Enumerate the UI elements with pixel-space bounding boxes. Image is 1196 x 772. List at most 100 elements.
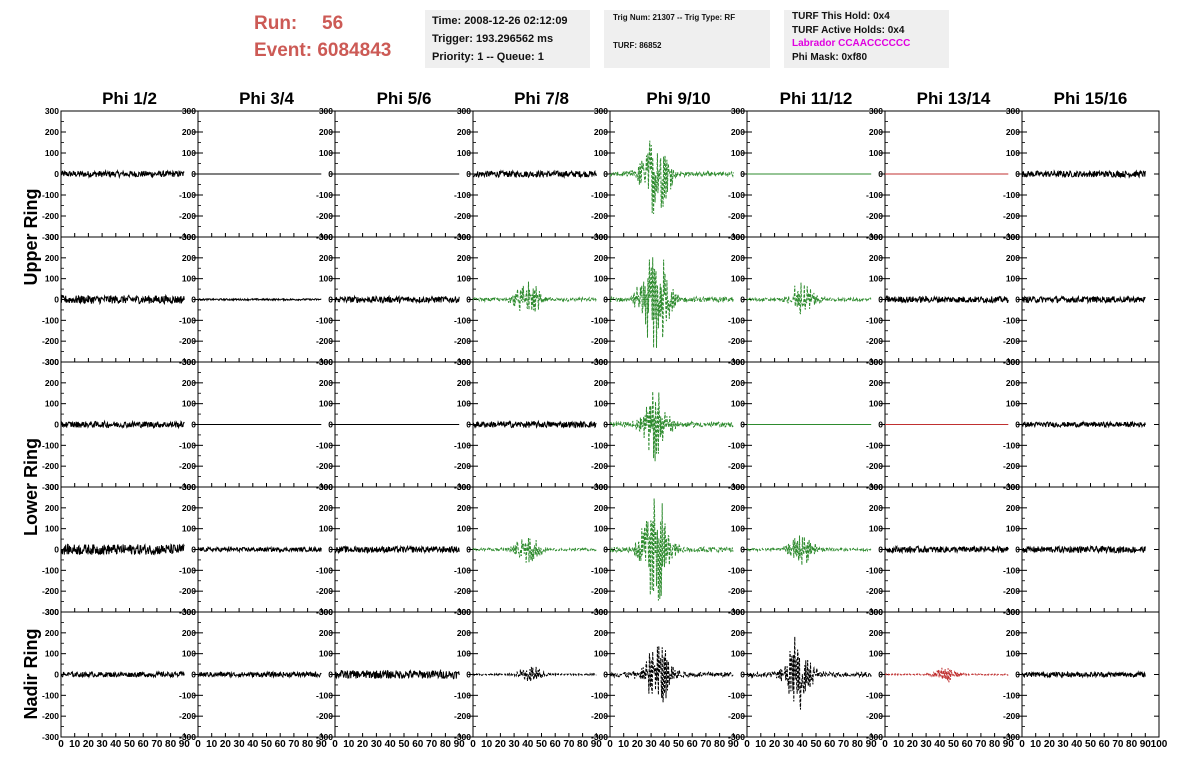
x-tick-label: 30 [1058, 739, 1070, 750]
y-tick-label: 200 [869, 378, 883, 388]
y-tick-label: 200 [182, 628, 196, 638]
x-tick-label: 90 [728, 739, 740, 750]
waveform-trace [60, 543, 185, 556]
y-tick-label: 200 [319, 127, 333, 137]
y-tick-label: 200 [869, 503, 883, 513]
y-tick-label: -200 [728, 711, 745, 721]
y-tick-label: -100 [1003, 315, 1020, 325]
waveform-trace [746, 535, 872, 566]
x-tick-label: 0 [332, 739, 338, 750]
y-tick-label: -200 [42, 461, 59, 471]
y-tick-label: 100 [182, 524, 196, 534]
y-tick-label: 300 [457, 482, 471, 492]
waveform-trace [746, 636, 872, 710]
x-tick-label: 20 [1044, 739, 1056, 750]
y-tick-label: 0 [54, 670, 59, 680]
y-tick-label: 100 [319, 148, 333, 158]
x-tick-label: 10 [343, 739, 355, 750]
y-tick-label: 200 [869, 127, 883, 137]
y-tick-label: 100 [731, 399, 745, 409]
x-tick-label: 90 [316, 739, 328, 750]
y-tick-label: 200 [594, 127, 608, 137]
y-tick-label: 300 [182, 106, 196, 116]
phi-column-header: Phi 5/6 [377, 89, 432, 108]
y-tick-label: 0 [878, 670, 883, 680]
y-tick-label: 200 [45, 127, 59, 137]
waveform-trace [1021, 670, 1146, 679]
y-tick-label: -200 [42, 586, 59, 596]
y-tick-label: -200 [179, 336, 196, 346]
y-tick-label: 0 [54, 295, 59, 305]
y-tick-label: -100 [316, 315, 333, 325]
y-tick-label: -300 [1003, 732, 1020, 742]
y-tick-label: 100 [182, 274, 196, 284]
y-tick-label: 0 [54, 169, 59, 179]
y-tick-label: 0 [54, 420, 59, 430]
y-tick-label: -100 [179, 190, 196, 200]
y-tick-label: 300 [45, 232, 59, 242]
y-tick-label: -300 [316, 732, 333, 742]
x-tick-label: 10 [206, 739, 218, 750]
y-tick-label: 100 [457, 399, 471, 409]
waveform-trace [472, 281, 597, 312]
y-tick-label: -100 [591, 440, 608, 450]
waveform-panel [746, 236, 886, 363]
y-tick-label: -200 [316, 711, 333, 721]
x-tick-label: 40 [385, 739, 397, 750]
y-tick-label: 200 [1006, 127, 1020, 137]
y-tick-label: 300 [45, 482, 59, 492]
waveform-trace [884, 667, 1009, 683]
x-tick-label: 70 [151, 739, 163, 750]
y-tick-label: 300 [45, 106, 59, 116]
y-tick-label: 0 [740, 169, 745, 179]
waveform-trace [609, 257, 734, 348]
y-tick-label: 200 [45, 253, 59, 263]
y-tick-label: 200 [319, 503, 333, 513]
y-tick-label: 0 [603, 545, 608, 555]
x-tick-label: 20 [632, 739, 644, 750]
trigger-text: Trigger: 193.296562 ms [432, 33, 554, 45]
y-tick-label: 100 [45, 399, 59, 409]
x-tick-label: 70 [700, 739, 712, 750]
y-tick-label: -100 [866, 690, 883, 700]
labrador-text: Labrador CCAACCCCCC [792, 38, 911, 49]
x-tick-label: 50 [124, 739, 136, 750]
waveform-trace [60, 168, 185, 180]
waveform-trace [609, 391, 734, 462]
y-tick-label: 300 [1006, 232, 1020, 242]
x-tick-label: 70 [563, 739, 575, 750]
waveform-trace [609, 645, 734, 703]
y-tick-label: 200 [594, 253, 608, 263]
y-tick-label: 100 [457, 524, 471, 534]
waveform-trace [197, 545, 322, 554]
waveform-trace [472, 537, 597, 563]
y-tick-label: -200 [42, 336, 59, 346]
y-tick-label: 200 [457, 378, 471, 388]
waveform-trace [746, 282, 872, 315]
y-tick-label: -200 [728, 336, 745, 346]
y-tick-label: 200 [731, 503, 745, 513]
y-tick-label: 0 [54, 545, 59, 555]
y-tick-label: -200 [591, 711, 608, 721]
x-tick-label: 30 [921, 739, 933, 750]
y-tick-label: 200 [45, 628, 59, 638]
waveform-trace [1021, 169, 1146, 179]
y-tick-label: -200 [1003, 711, 1020, 721]
y-tick-label: -200 [1003, 211, 1020, 221]
y-tick-label: -100 [591, 315, 608, 325]
x-tick-label: 50 [1085, 739, 1097, 750]
event-header: Run: 56 Event: 6084843 Time: 2008-12-26 0… [0, 0, 1196, 80]
x-tick-label: 80 [302, 739, 314, 750]
y-tick-label: 300 [182, 357, 196, 367]
y-tick-label: 300 [1006, 607, 1020, 617]
y-tick-label: 300 [594, 482, 608, 492]
y-tick-label: 0 [191, 545, 196, 555]
y-tick-label: 0 [603, 670, 608, 680]
y-tick-label: 0 [603, 169, 608, 179]
y-tick-label: 300 [319, 357, 333, 367]
y-tick-label: -100 [179, 315, 196, 325]
x-tick-label: 70 [288, 739, 300, 750]
trigger-info-box: Trig Num: 21307 -- Trig Type: RF TURF: 8… [604, 10, 770, 68]
x-tick-label: 40 [247, 739, 259, 750]
